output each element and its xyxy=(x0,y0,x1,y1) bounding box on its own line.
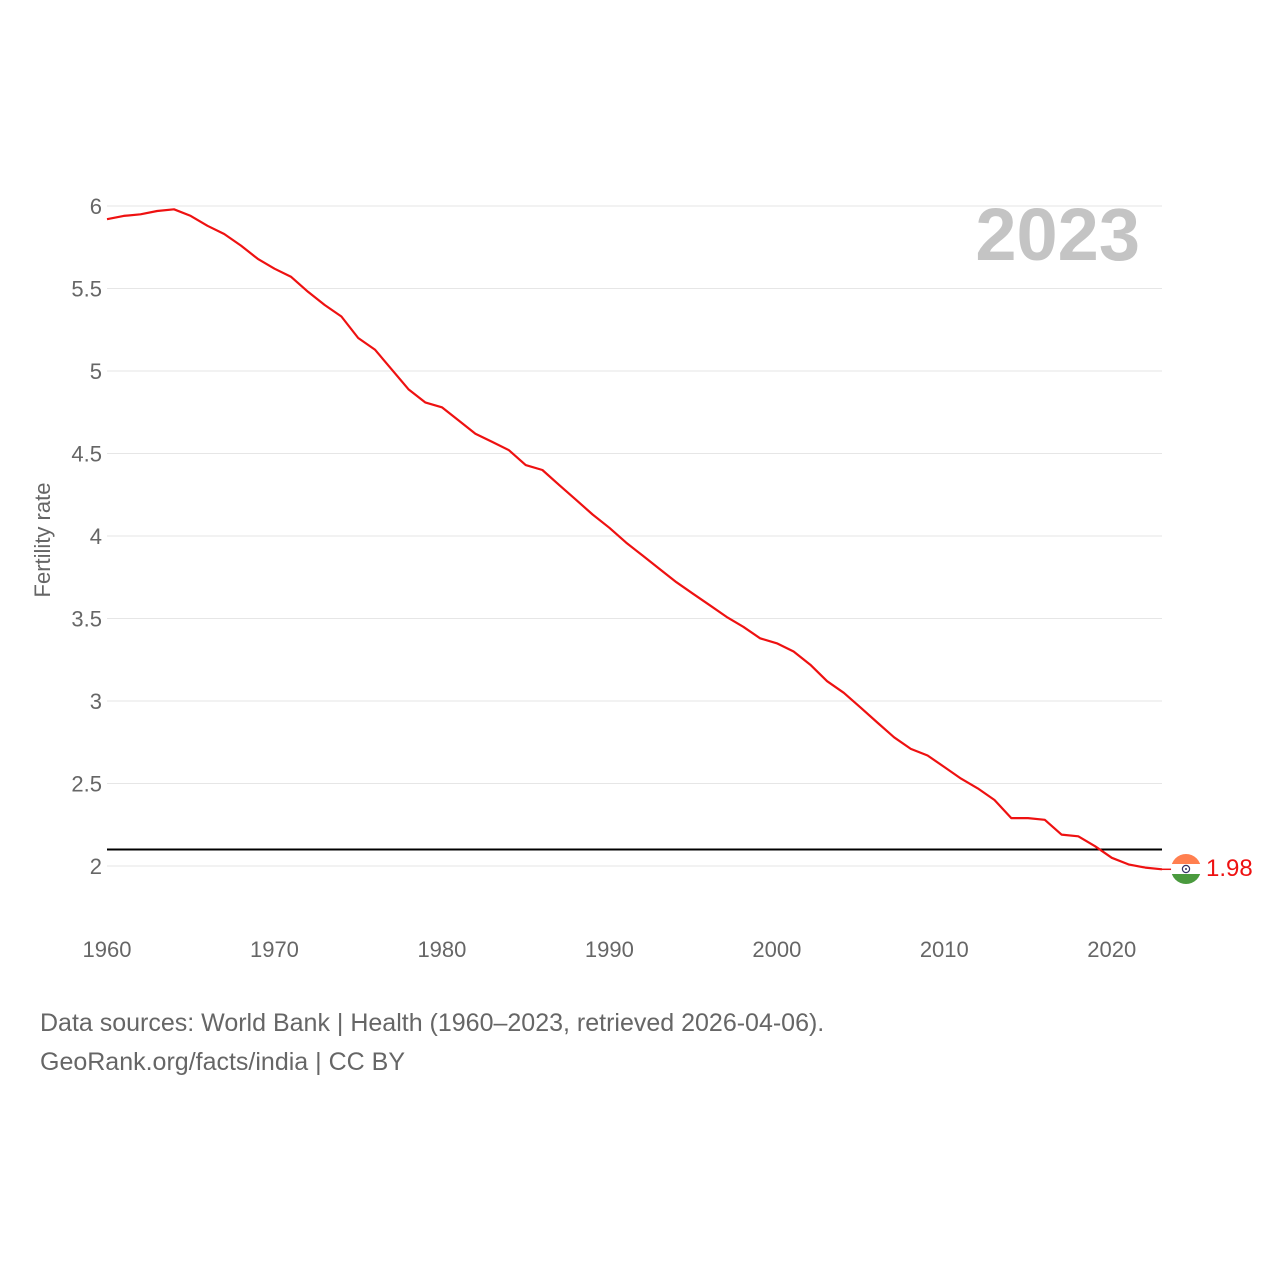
y-tick-label: 4.5 xyxy=(71,442,102,467)
india-flag-icon xyxy=(1171,854,1201,884)
y-tick-label: 5 xyxy=(90,359,102,384)
y-tick-label: 5.5 xyxy=(71,277,102,302)
x-tick-label: 2000 xyxy=(752,937,801,962)
y-tick-label: 2 xyxy=(90,854,102,879)
y-tick-label: 2.5 xyxy=(71,772,102,797)
axis-layer: 2 2.5 3 3.5 4 4.5 5 5.5 6 1960 1970 1980 1990 2000 201… xyxy=(71,194,1136,962)
x-tick-label: 2020 xyxy=(1087,937,1136,962)
grid-layer xyxy=(107,205,1162,867)
footer-sources: Data sources: World Bank | Health (1960–… xyxy=(40,1009,825,1037)
y-tick-label: 3 xyxy=(90,689,102,714)
fertility-rate-chart: 2 2.5 3 3.5 4 4.5 5 5.5 6 1960 1970 1980 1990 2000 201… xyxy=(30,193,1253,962)
y-tick-label: 3.5 xyxy=(71,607,102,632)
x-tick-label: 1990 xyxy=(585,937,634,962)
series-line-india xyxy=(106,208,1163,871)
x-tick-label: 1970 xyxy=(250,937,299,962)
footer-attribution: GeoRank.org/facts/india | CC BY xyxy=(40,1048,405,1076)
x-tick-label: 2010 xyxy=(920,937,969,962)
year-label: 2023 xyxy=(975,193,1140,276)
y-tick-label: 4 xyxy=(90,524,102,549)
y-tick-label: 6 xyxy=(90,194,102,219)
x-tick-label: 1980 xyxy=(417,937,466,962)
y-axis-label: Fertility rate xyxy=(30,483,55,598)
footer: Data sources: World Bank | Health (1960–… xyxy=(40,1004,824,1082)
end-value-label: 1.98 xyxy=(1206,855,1253,882)
x-tick-label: 1960 xyxy=(83,937,132,962)
series-layer xyxy=(106,208,1172,871)
